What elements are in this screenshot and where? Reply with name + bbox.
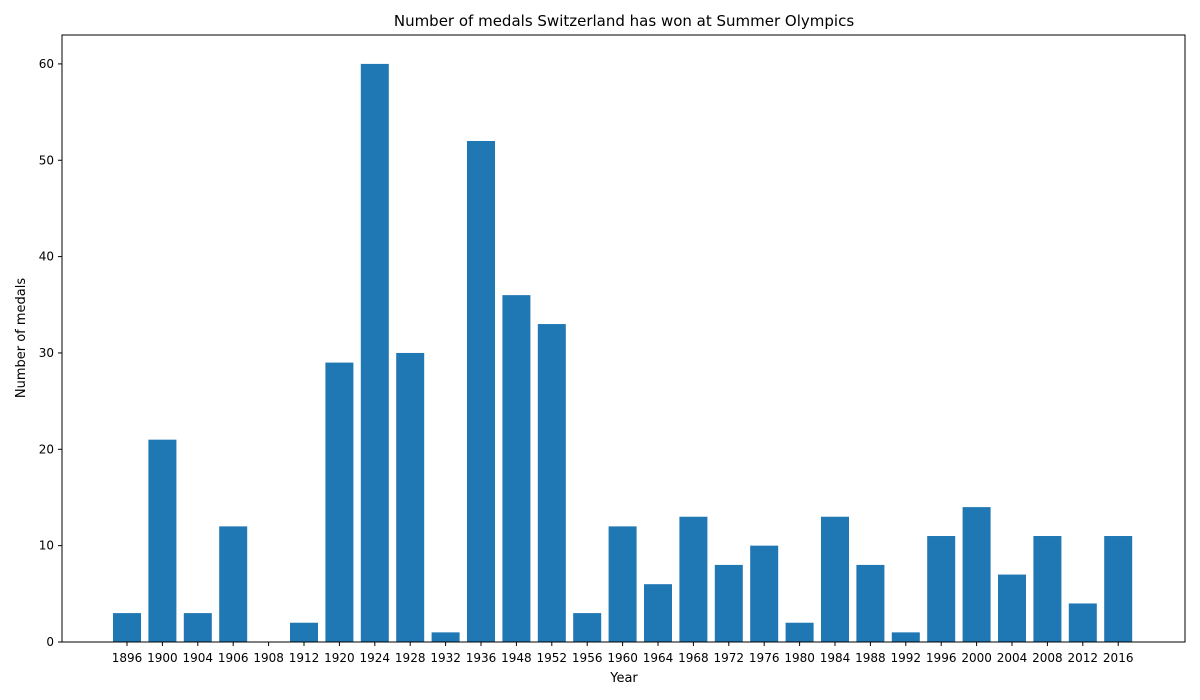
y-axis-label: Number of medals (14, 278, 29, 399)
bar-1988 (856, 564, 885, 642)
bar-1980 (785, 622, 814, 642)
y-axis-ticks: 0 10 20 30 40 50 60 (39, 57, 62, 649)
bar-1900 (148, 439, 177, 642)
x-tick-label: 1988 (855, 651, 886, 665)
y-tick-label: 40 (39, 250, 54, 264)
bar-1896 (113, 613, 141, 642)
y-tick-label: 60 (39, 57, 54, 71)
x-tick-label: 1984 (820, 651, 851, 665)
plot-frame (61, 34, 1186, 643)
chart-title: Number of medals Switzerland has won at … (394, 12, 854, 30)
x-tick-label: 2004 (997, 651, 1028, 665)
x-axis-ticks: 1896 1900 1904 1906 1908 1912 1920 1924 1928 1932… (112, 642, 1134, 665)
x-tick-label: 1996 (926, 651, 957, 665)
bar-2016 (1104, 536, 1133, 642)
x-tick-label: 2008 (1032, 651, 1063, 665)
bar-1976 (750, 545, 779, 642)
bar-1992 (891, 632, 920, 642)
x-tick-label: 1904 (183, 651, 214, 665)
bar-1936 (467, 140, 495, 643)
bar-2008 (1033, 536, 1062, 642)
x-tick-label: 1956 (572, 651, 603, 665)
x-tick-label: 1952 (537, 651, 568, 665)
bar-1932 (431, 632, 460, 642)
y-tick-label: 20 (39, 442, 54, 456)
bar-1952 (537, 324, 566, 642)
bar-1912 (290, 622, 318, 642)
bar-1948 (502, 295, 531, 642)
x-tick-label: 1908 (253, 651, 284, 665)
bar-1996 (927, 536, 956, 642)
bar-1968 (679, 516, 708, 642)
x-tick-label: 1900 (147, 651, 178, 665)
x-tick-label: 1906 (218, 651, 249, 665)
bar-1984 (821, 516, 849, 642)
x-tick-label: 1976 (749, 651, 780, 665)
x-axis-label: Year (609, 671, 638, 686)
bar-1928 (396, 352, 425, 642)
y-tick-label: 10 (39, 539, 54, 553)
x-tick-label: 1980 (784, 651, 815, 665)
bar-1972 (714, 564, 743, 642)
y-tick-label: 50 (39, 153, 54, 167)
bar-1924 (360, 63, 389, 642)
x-tick-label: 1896 (112, 651, 143, 665)
x-tick-label: 2000 (961, 651, 992, 665)
x-tick-label: 1936 (466, 651, 497, 665)
y-tick-label: 30 (39, 346, 54, 360)
x-tick-label: 1992 (891, 651, 922, 665)
x-tick-label: 1924 (360, 651, 391, 665)
x-tick-label: 1928 (395, 651, 426, 665)
y-tick-label: 0 (46, 635, 54, 649)
bar-2004 (998, 574, 1026, 642)
bar-1920 (325, 362, 354, 642)
x-tick-label: 2016 (1103, 651, 1134, 665)
x-tick-label: 1960 (607, 651, 638, 665)
x-tick-label: 1932 (430, 651, 461, 665)
bar-1904 (183, 613, 212, 642)
x-tick-label: 1972 (714, 651, 745, 665)
bar-1960 (608, 526, 637, 642)
bar-1906 (219, 526, 248, 642)
x-tick-label: 1968 (678, 651, 709, 665)
bar-2012 (1068, 603, 1097, 642)
bar-1964 (644, 584, 672, 642)
bars-group (113, 63, 1133, 643)
x-tick-label: 2012 (1068, 651, 1099, 665)
bar-2000 (962, 507, 991, 642)
x-tick-label: 1920 (324, 651, 355, 665)
x-tick-label: 1912 (289, 651, 320, 665)
bar-1956 (573, 613, 602, 642)
x-tick-label: 1948 (501, 651, 532, 665)
x-tick-label: 1964 (643, 651, 674, 665)
